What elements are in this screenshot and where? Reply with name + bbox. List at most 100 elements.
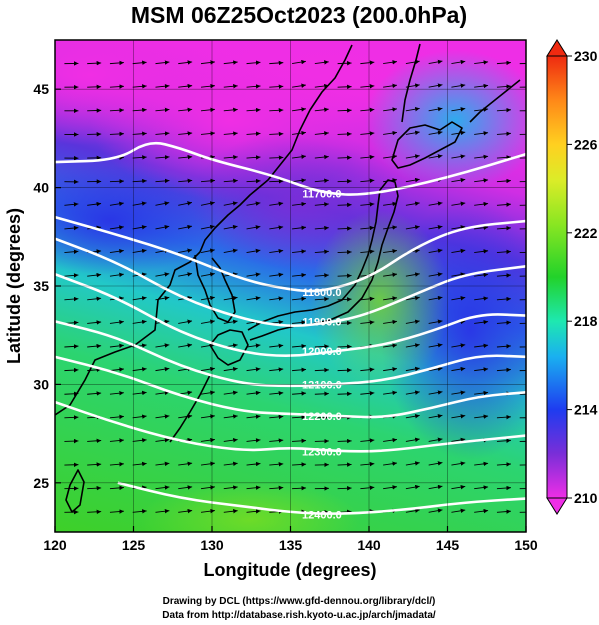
wind-arrow — [451, 225, 466, 230]
wind-arrow — [200, 461, 215, 467]
wind-arrow — [269, 179, 284, 184]
wind-arrow — [87, 485, 102, 491]
contour-label: 12100.0 — [302, 379, 342, 391]
wind-arrow — [223, 178, 238, 184]
wind-arrow — [337, 60, 352, 66]
wind-arrow — [428, 437, 443, 442]
wind-arrow — [178, 178, 193, 184]
wind-arrow — [223, 107, 238, 113]
wind-arrow — [269, 343, 284, 349]
wind-arrow — [246, 201, 261, 206]
x-tick-label: 125 — [122, 537, 146, 553]
wind-arrow — [474, 201, 489, 207]
wind-arrow — [109, 367, 124, 372]
wind-arrow — [405, 437, 420, 443]
wind-arrow — [383, 343, 398, 348]
gridlines — [55, 40, 526, 532]
wind-arrow — [109, 272, 124, 278]
colorbar-tick-label: 226 — [574, 136, 598, 152]
wind-arrow — [428, 83, 443, 88]
wind-arrow — [269, 296, 284, 301]
wind-arrow — [360, 461, 375, 467]
contour-line — [117, 481, 526, 515]
wind-arrow — [132, 461, 147, 467]
wind-arrow — [178, 201, 193, 206]
wind-arrow — [246, 107, 261, 113]
wind-arrow — [496, 344, 511, 349]
wind-arrow — [109, 509, 124, 514]
wind-arrow — [496, 485, 511, 491]
contour-label: 11800.0 — [302, 287, 341, 299]
wind-arrow — [337, 391, 352, 397]
wind-arrow — [451, 461, 466, 466]
wind-arrow — [496, 414, 511, 420]
wind-arrow — [451, 366, 466, 372]
wind-arrow — [451, 414, 466, 419]
wind-arrow — [223, 366, 238, 372]
wind-arrow — [269, 272, 284, 278]
wind-arrow — [178, 107, 193, 113]
wind-arrow — [337, 462, 352, 467]
wind-arrow — [269, 248, 284, 254]
wind-arrow — [428, 461, 443, 466]
wind-arrow — [269, 462, 284, 467]
wind-arrow — [292, 462, 307, 467]
wind-arrow — [155, 201, 170, 206]
wind-arrow — [383, 154, 398, 159]
wind-arrow — [269, 155, 284, 160]
ryukyu-islands — [169, 374, 211, 443]
wind-arrow — [405, 414, 420, 419]
contour-line — [55, 215, 526, 293]
kyushu-coast — [209, 329, 249, 366]
wind-arrow — [223, 295, 238, 301]
wind-arrow — [178, 343, 193, 348]
wind-arrow — [246, 343, 261, 348]
wind-arrow — [314, 273, 329, 278]
wind-arrow — [292, 320, 307, 325]
contour-line — [55, 355, 526, 419]
wind-arrow — [496, 320, 511, 325]
wind-arrow — [474, 272, 489, 278]
contour-line — [55, 141, 526, 196]
wind-arrow — [178, 60, 193, 65]
y-axis-label: Latitude (degrees) — [4, 208, 24, 364]
wind-arrow — [360, 438, 375, 443]
wind-arrow — [200, 485, 215, 490]
wind-arrow — [451, 484, 466, 490]
chart-title: MSM 06Z25Oct2023 (200.0hPa) — [131, 2, 467, 28]
wind-arrow — [428, 130, 443, 135]
wind-arrow — [451, 390, 466, 395]
wind-arrow — [64, 438, 79, 444]
wind-arrow — [314, 391, 329, 397]
wind-arrow — [269, 438, 284, 443]
wind-arrow — [428, 343, 443, 348]
wind-arrow — [383, 107, 398, 112]
wind-arrow — [496, 249, 511, 255]
wind-arrow — [200, 131, 215, 136]
wind-arrow — [246, 438, 261, 443]
colorbar-body — [546, 55, 568, 499]
wind-arrow — [405, 508, 420, 513]
wind-arrow — [64, 344, 79, 349]
wind-arrow — [269, 60, 284, 66]
wind-arrow — [360, 485, 375, 490]
wind-arrow — [246, 178, 261, 184]
wind-arrow — [200, 107, 215, 113]
wind-arrow — [314, 83, 329, 89]
wind-arrow — [405, 272, 420, 277]
wind-arrow — [200, 60, 215, 65]
wind-arrow — [223, 508, 238, 514]
wind-arrow — [178, 83, 193, 89]
wind-arrow — [383, 83, 398, 89]
y-tick-label: 25 — [33, 475, 49, 491]
wind-arrow — [405, 154, 420, 159]
wind-arrow — [360, 225, 375, 231]
colorbar-tick-label: 218 — [574, 313, 598, 329]
y-tick-label: 30 — [33, 376, 49, 392]
wind-arrow — [223, 131, 238, 136]
wind-arrow — [246, 248, 261, 254]
wind-arrow — [109, 131, 124, 137]
wind-arrow — [87, 272, 102, 278]
y-tick-label: 45 — [33, 81, 49, 97]
wind-arrow — [109, 319, 124, 325]
